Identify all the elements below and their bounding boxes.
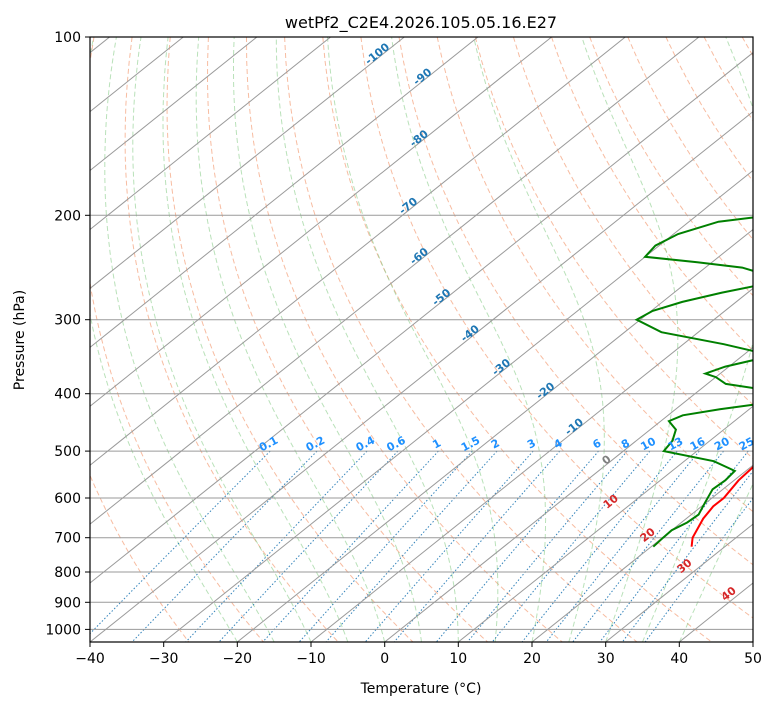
dry-adiabat-line	[284, 37, 638, 642]
y-tick-label: 1000	[45, 622, 81, 638]
x-tick-label: −10	[296, 651, 326, 667]
x-tick-label: 0	[380, 651, 389, 667]
plot-frame	[89, 36, 754, 643]
y-tick-label: 900	[54, 595, 81, 611]
moist-adiabat-line	[90, 37, 238, 642]
isotherm-line	[605, 523, 753, 642]
mixing-ratio-label: 25	[737, 435, 757, 454]
isotherm-line	[163, 169, 753, 642]
dry-adiabat-line	[124, 37, 339, 642]
dry-adiabat-line	[360, 37, 753, 619]
x-tick-label: −30	[149, 651, 179, 667]
mixing-ratio-line	[364, 450, 534, 642]
mixing-ratio-line	[467, 450, 628, 642]
dry-adiabat-line	[436, 37, 753, 513]
y-axis-label: Pressure (hPa)	[12, 290, 28, 390]
x-axis-label: Temperature (°C)	[360, 681, 482, 697]
moist-adiabat-line	[132, 37, 312, 642]
y-tick-label: 800	[54, 565, 81, 581]
moist-adiabat-line	[233, 37, 422, 642]
isotherm-line	[90, 110, 753, 642]
dry-adiabat-line	[512, 37, 753, 406]
isotherm-line	[90, 37, 700, 525]
x-tick-label: 40	[670, 651, 688, 667]
mixing-ratio-line	[325, 450, 498, 642]
mixing-ratio-line	[621, 470, 753, 642]
sounding-profiles	[634, 216, 753, 548]
mixing-ratio-label: 20	[712, 435, 732, 454]
moist-adiabat-line	[104, 37, 275, 642]
dry-adiabat-line	[589, 37, 753, 297]
y-tick-label: 300	[54, 313, 81, 329]
mixing-ratio-line	[436, 450, 599, 642]
dry-adiabat-line	[206, 37, 488, 642]
y-axis: 100 200 300 400 500 600 700 800 900 1000	[45, 30, 90, 638]
isotherm-line	[457, 405, 753, 642]
dry-adiabat-line	[398, 37, 753, 566]
mixing-ratio-label: 13	[666, 435, 686, 454]
mixing-ratio-line	[545, 450, 700, 642]
dry-adiabat-line	[90, 474, 190, 642]
isotherm-line	[384, 346, 753, 642]
y-tick-label: 600	[54, 491, 81, 507]
temperature-profile-line	[690, 465, 753, 547]
x-tick-label: 20	[523, 651, 541, 667]
y-tick-label: 200	[54, 208, 81, 224]
x-tick-label: 10	[449, 651, 467, 667]
mixing-ratio-line	[90, 450, 271, 635]
moist-adiabat-line	[195, 37, 386, 642]
dry-adiabat-line	[246, 37, 563, 642]
x-tick-label: −20	[223, 651, 253, 667]
y-tick-label: 100	[54, 30, 81, 46]
mixing-ratio-line	[572, 450, 724, 642]
mixing-ratio-line	[185, 450, 368, 642]
y-tick-label: 400	[54, 387, 81, 403]
mixing-ratio-line	[644, 497, 753, 642]
x-tick-label: 30	[597, 651, 615, 667]
y-tick-label: 700	[54, 531, 81, 547]
isotherm-line	[90, 37, 405, 290]
x-tick-label: −40	[75, 651, 105, 667]
x-axis: −40 −30 −20 −10 0 10 20 30 40 50	[75, 642, 762, 667]
mixing-ratio-label: 16	[688, 435, 708, 454]
isotherm-line	[310, 287, 753, 642]
isotherm-line	[236, 228, 753, 642]
mixing-ratio-line	[262, 450, 439, 642]
mixing-ratio-line	[521, 450, 678, 642]
y-tick-label: 500	[54, 444, 81, 460]
moist-adiabat-line	[678, 482, 753, 642]
moist-adiabat-line	[581, 37, 679, 642]
moist-adiabat-line	[473, 37, 605, 642]
mixing-ratio-label: 10	[638, 435, 658, 454]
moist-adiabat-line	[275, 37, 459, 642]
dry-adiabat-line	[551, 37, 753, 352]
x-tick-label: 50	[744, 651, 762, 667]
chart-title: wetPf2_C2E4.2026.105.05.16.E27	[285, 13, 557, 33]
dewpoint-profile-line	[634, 216, 753, 548]
moist-adiabat-line	[327, 37, 499, 642]
mixing-ratio-line	[491, 450, 651, 642]
isotherm-line	[90, 37, 626, 466]
isotherm-line	[90, 37, 258, 172]
isotherm-line	[90, 37, 479, 348]
isotherm-line	[90, 37, 331, 231]
moist-adiabat-line	[391, 37, 547, 642]
mixing-ratio-line	[218, 450, 399, 642]
isotherm-line	[90, 37, 552, 407]
isotherm-line	[90, 52, 753, 584]
